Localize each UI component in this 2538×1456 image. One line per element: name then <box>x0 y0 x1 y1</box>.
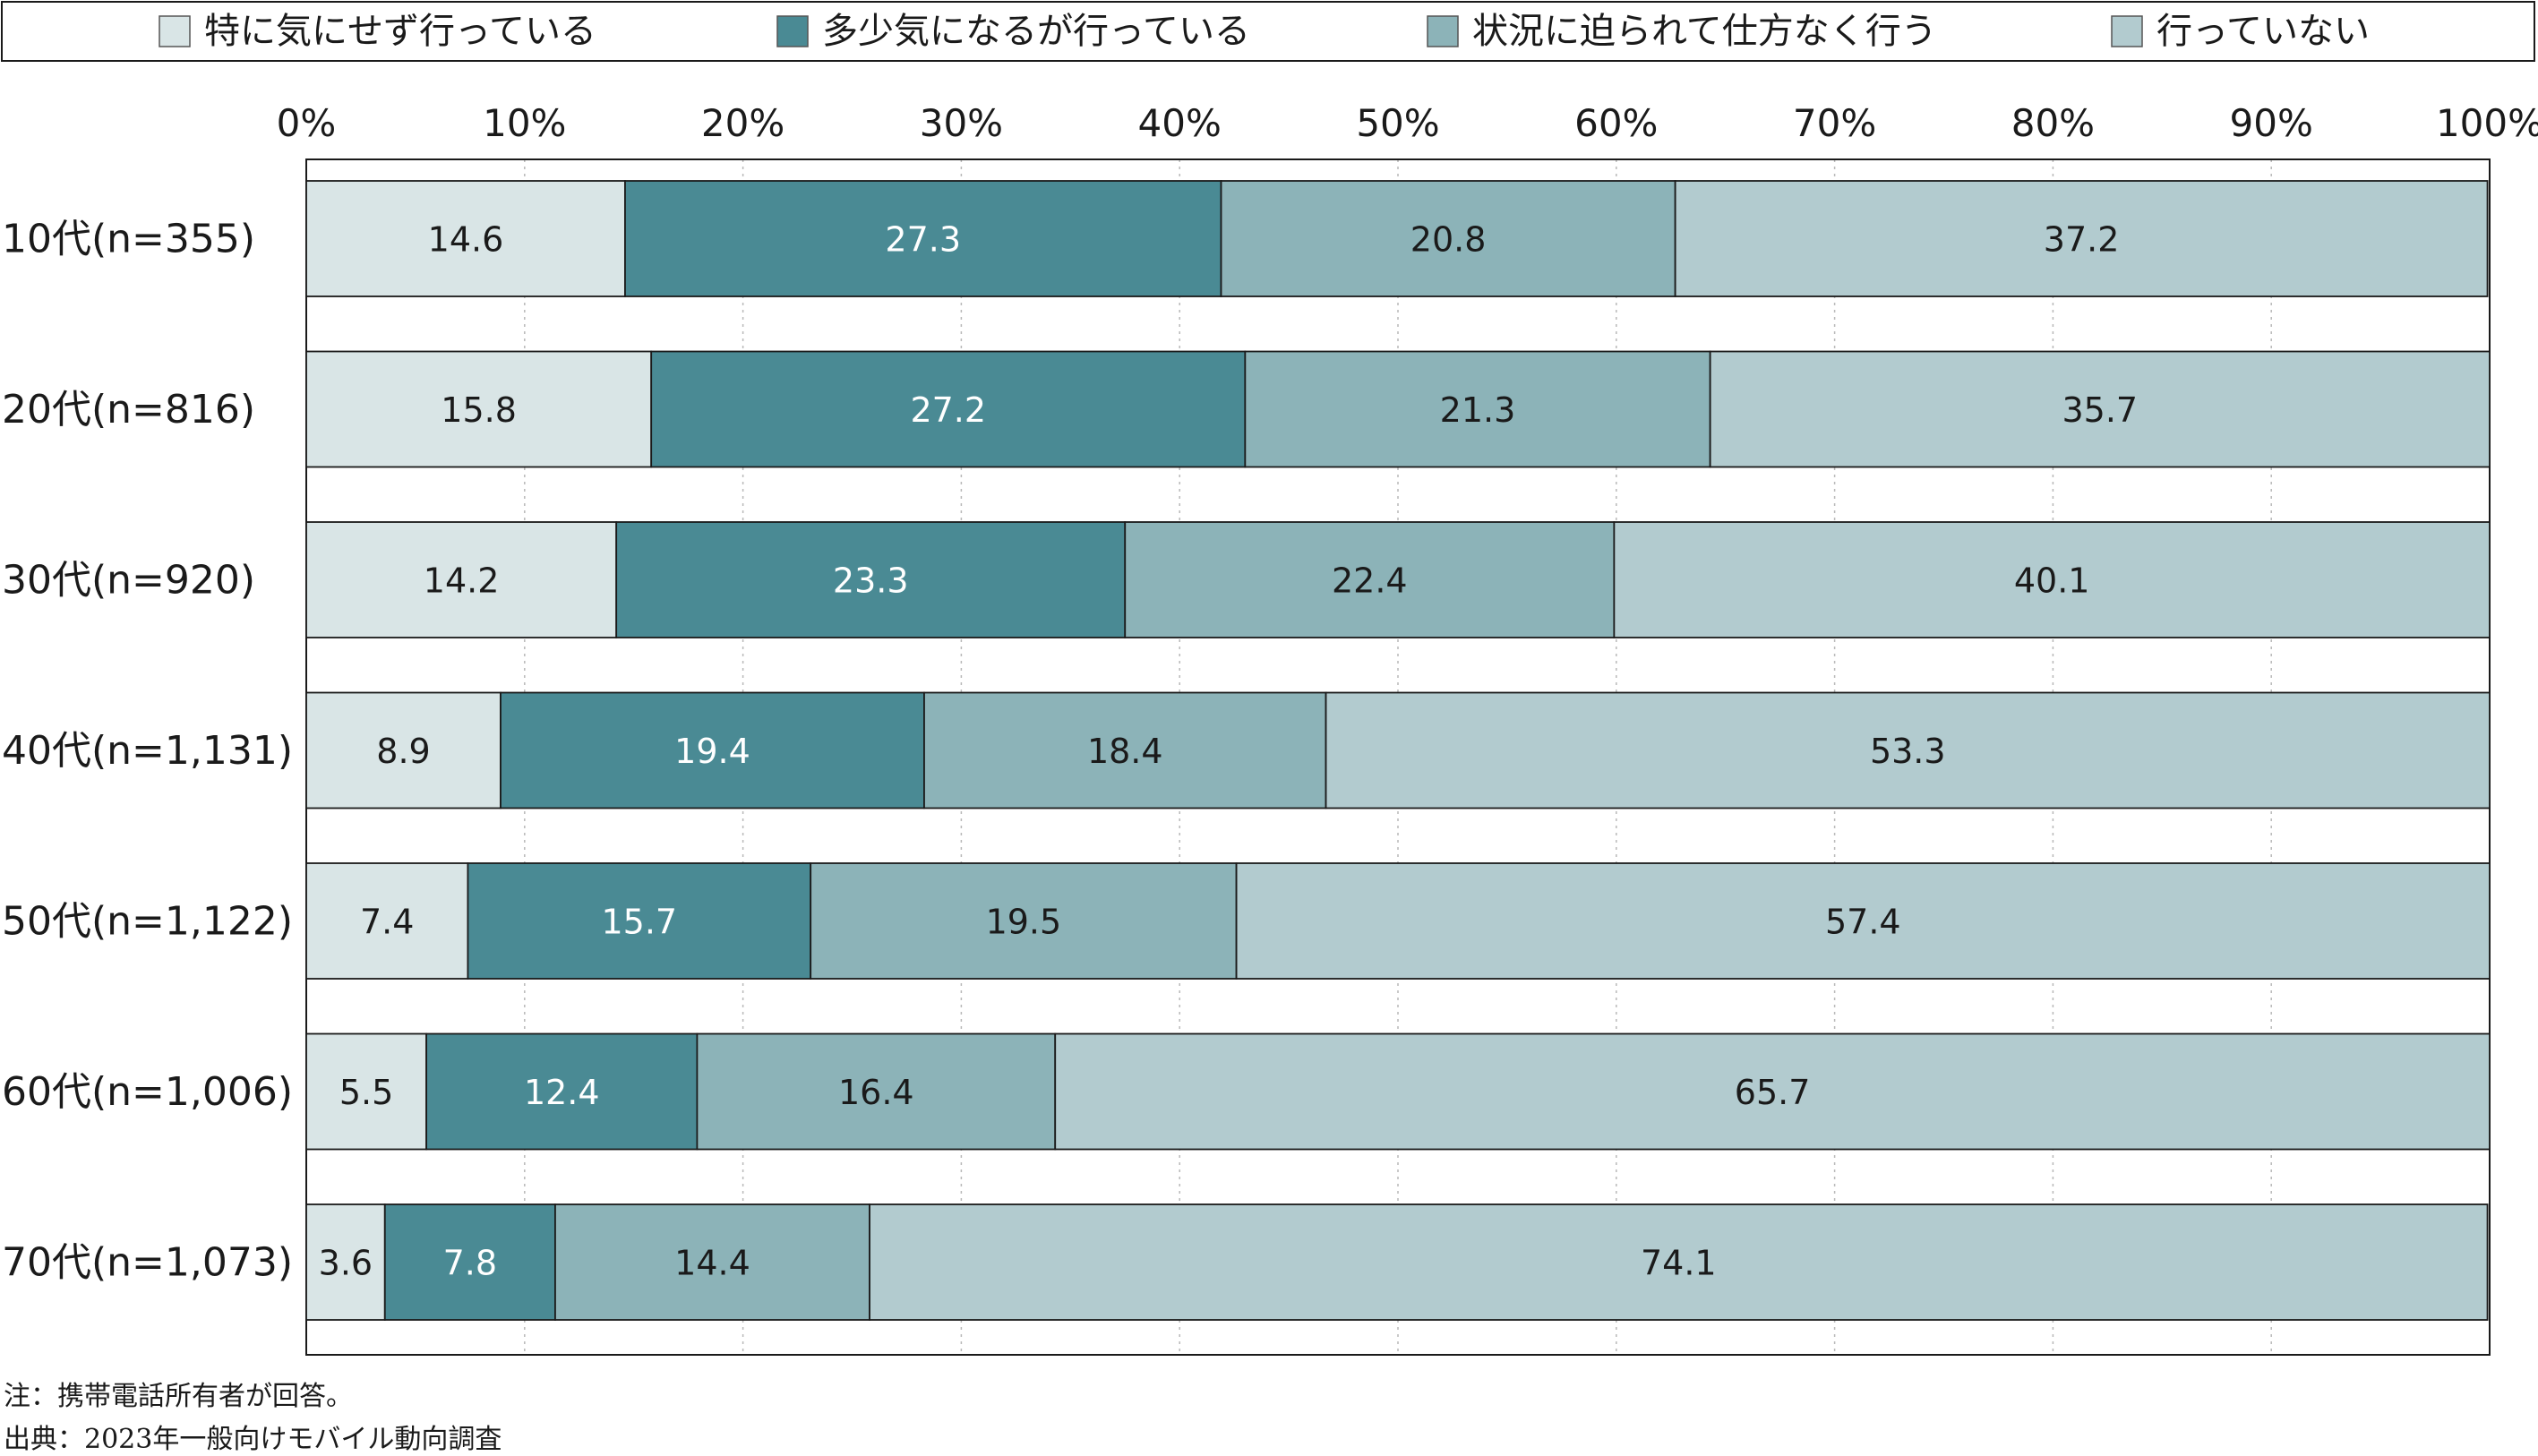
data-label: 5.5 <box>339 1073 393 1112</box>
bar-segment <box>923 691 1327 809</box>
data-label: 53.3 <box>1870 732 1946 771</box>
source-note: 出典：2023年一般向けモバイル動向調査 <box>4 1424 502 1455</box>
legend-label-4: 行っていない <box>2156 11 2370 52</box>
bar-segment <box>1235 862 2491 980</box>
category-labels: 10代(n=355) 20代(n=816) 30代(n=920) 40代(n=1,13… <box>2 217 293 1286</box>
legend: 特に気にせず行っている 多少気になるが行っている 状況に迫られて仕方なく行う 行ってい… <box>1 1 2535 62</box>
x-tick-label: 50% <box>1356 101 1439 145</box>
data-label: 15.8 <box>441 390 517 430</box>
bar-segment <box>615 521 1127 638</box>
bar-segment <box>305 180 626 297</box>
x-tick-label: 70% <box>1793 101 1876 145</box>
data-label: 35.7 <box>2062 390 2139 430</box>
x-tick-label: 20% <box>701 101 785 145</box>
bar-segment <box>1220 180 1676 297</box>
data-label: 27.2 <box>910 390 986 430</box>
x-tick-label: 40% <box>1138 101 1222 145</box>
data-label: 19.5 <box>986 903 1062 942</box>
category-label: 20代(n=816) <box>2 387 255 433</box>
legend-label-2: 多少気になるが行っている <box>822 11 1250 52</box>
data-label: 27.3 <box>885 220 961 260</box>
bar-segment <box>1244 350 1711 468</box>
data-label: 23.3 <box>833 561 909 601</box>
legend-swatch-3 <box>1427 15 1459 47</box>
data-label: 16.4 <box>838 1073 914 1112</box>
data-label: 14.4 <box>674 1244 750 1283</box>
data-label: 57.4 <box>1825 903 1901 942</box>
data-label: 7.8 <box>443 1244 497 1283</box>
legend-swatch-1 <box>159 15 191 47</box>
x-tick-label: 10% <box>483 101 566 145</box>
bar-segment <box>810 862 1238 980</box>
data-label: 18.4 <box>1087 732 1163 771</box>
x-tick-label: 0% <box>277 101 337 145</box>
bar-segment <box>500 691 925 809</box>
category-label: 50代(n=1,122) <box>2 899 293 945</box>
bar-segment <box>467 862 812 980</box>
data-label: 14.6 <box>428 220 504 260</box>
bar-segment <box>1674 180 2489 297</box>
x-tick-label: 100% <box>2436 101 2538 145</box>
data-label: 7.4 <box>360 903 414 942</box>
bar-segment <box>1325 691 2491 809</box>
bars: 14.6 27.3 20.8 37.2 15.8 27.2 21.3 35.7 14.2 23.3… <box>305 180 2491 1321</box>
bar-segment <box>1613 521 2491 638</box>
category-label: 60代(n=1,006) <box>2 1069 293 1115</box>
bar-segment <box>650 350 1247 468</box>
data-label: 14.2 <box>424 561 500 601</box>
category-label: 30代(n=920) <box>2 558 255 604</box>
bar-segment <box>305 691 502 809</box>
data-label: 65.7 <box>1735 1073 1811 1112</box>
category-label: 70代(n=1,073) <box>2 1240 293 1286</box>
bar-segment <box>1124 521 1616 638</box>
legend-label-1: 特に気にせず行っている <box>204 11 596 52</box>
data-label: 37.2 <box>2044 220 2120 260</box>
category-label: 10代(n=355) <box>2 217 255 262</box>
bar-segment <box>696 1032 1057 1151</box>
data-label: 12.4 <box>524 1073 600 1112</box>
gridlines <box>524 159 2272 1355</box>
bar-segment <box>305 1032 427 1151</box>
bar-segment <box>305 862 469 980</box>
legend-swatch-2 <box>776 15 809 47</box>
bar-segment <box>869 1203 2489 1321</box>
data-label: 19.4 <box>674 732 750 771</box>
legend-swatch-4 <box>2111 15 2143 47</box>
bar-segment <box>624 180 1222 297</box>
bar-segment <box>1709 350 2491 468</box>
data-label: 22.4 <box>1332 561 1408 601</box>
data-label: 3.6 <box>319 1244 373 1283</box>
footnote: 注：携帯電話所有者が回答。 <box>4 1381 353 1412</box>
x-tick-label: 60% <box>1574 101 1658 145</box>
data-label: 8.9 <box>376 732 430 771</box>
x-tick-label: 30% <box>920 101 1003 145</box>
x-tick-label: 80% <box>2011 101 2095 145</box>
data-label: 74.1 <box>1641 1244 1717 1283</box>
legend-label-3: 状況に迫られて仕方なく行う <box>1472 11 1937 52</box>
data-label: 21.3 <box>1440 390 1516 430</box>
data-label: 40.1 <box>2014 561 2090 601</box>
bar-segment <box>383 1203 556 1321</box>
bar-segment <box>1054 1032 2491 1151</box>
data-label: 15.7 <box>601 903 677 942</box>
bar-segment <box>305 1203 386 1321</box>
data-label: 20.8 <box>1410 220 1487 260</box>
category-label: 40代(n=1,131) <box>2 728 293 774</box>
bar-segment <box>554 1203 870 1321</box>
x-tick-label: 90% <box>2230 101 2313 145</box>
x-axis-ticks: 0% 10% 20% 30% 40% 50% 60% 70% 80% 90% 100% <box>277 101 2538 145</box>
bar-segment <box>305 350 653 468</box>
